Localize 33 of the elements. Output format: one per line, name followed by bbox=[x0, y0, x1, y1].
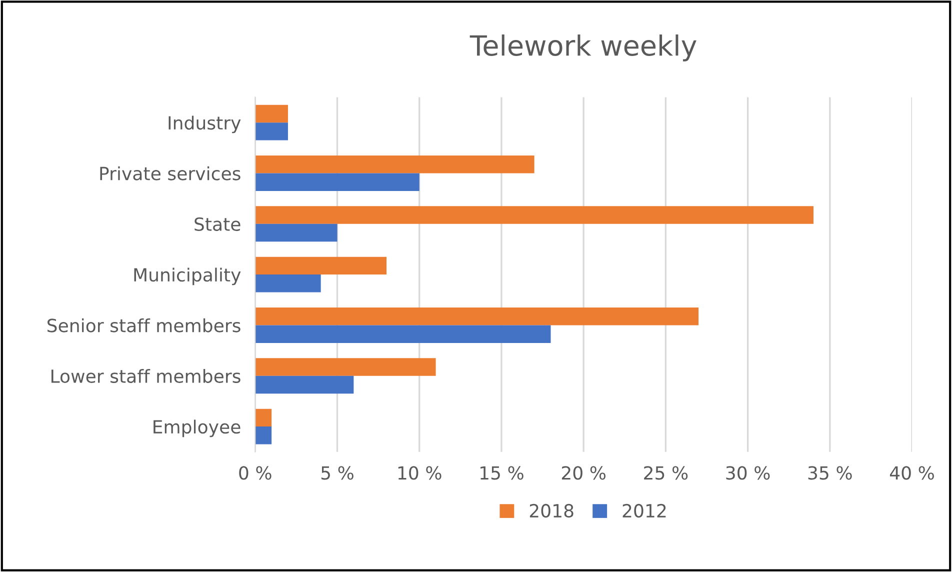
y-tick-label: Private services bbox=[100, 166, 240, 180]
bar bbox=[255, 358, 436, 376]
bar bbox=[255, 224, 338, 242]
x-tick-label: 25 % bbox=[644, 466, 688, 480]
bar bbox=[255, 426, 272, 444]
y-tick-label: Senior staff members bbox=[48, 318, 240, 332]
y-tick-label: Lower staff members bbox=[52, 369, 240, 383]
x-tick-label: 15 % bbox=[480, 466, 524, 480]
bar bbox=[255, 156, 534, 174]
x-tick-label: 5 % bbox=[321, 466, 354, 480]
x-tick-label: 35 % bbox=[808, 466, 852, 480]
y-tick-label: Employee bbox=[154, 420, 240, 438]
x-tick-label: 0 % bbox=[239, 466, 272, 480]
bar bbox=[255, 206, 814, 224]
bar bbox=[255, 173, 420, 191]
y-tick-label: Municipality bbox=[134, 268, 241, 286]
x-tick-label: 40 % bbox=[890, 466, 934, 480]
y-tick-label: Industry bbox=[168, 116, 241, 134]
x-tick-label: 10 % bbox=[398, 466, 442, 480]
bar bbox=[255, 122, 288, 140]
bar bbox=[255, 307, 699, 326]
x-tick-label: 20 % bbox=[562, 466, 606, 480]
bar bbox=[255, 256, 387, 275]
legend-label: 2012 bbox=[622, 504, 666, 518]
bar bbox=[255, 325, 551, 343]
legend-label: 2018 bbox=[530, 504, 574, 518]
bar bbox=[255, 408, 272, 427]
y-tick-label: State bbox=[194, 217, 240, 232]
x-tick-label: 30 % bbox=[726, 466, 770, 480]
bar bbox=[255, 104, 288, 123]
bar bbox=[255, 376, 354, 394]
chart-title: Telework weekly bbox=[470, 34, 696, 62]
bar bbox=[255, 274, 321, 292]
